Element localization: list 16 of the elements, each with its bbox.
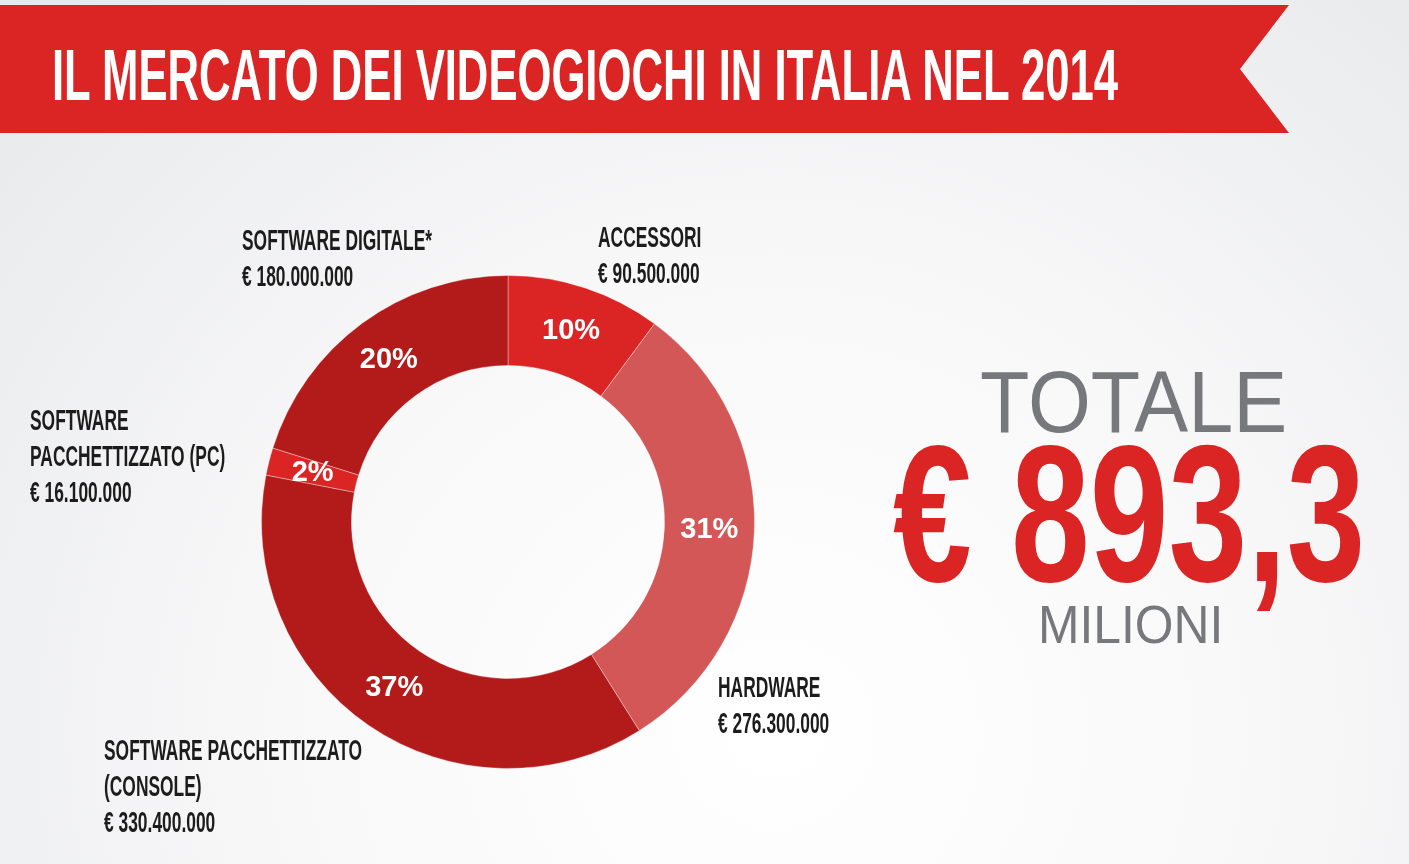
data-label: € 330.400.000 xyxy=(104,805,216,840)
text: 10% xyxy=(542,312,601,345)
data-label: € 180.000.000 xyxy=(242,259,354,294)
text: 37% xyxy=(365,670,424,703)
slice-label: ACCESSORI xyxy=(598,220,702,255)
data-label: € 16.100.000 xyxy=(30,475,132,510)
slice-label: SOFTWARE PACCHETTIZZATO (CONSOLE) xyxy=(104,733,364,804)
text: 31% xyxy=(680,511,739,544)
data-label: € 276.300.000 xyxy=(718,706,830,741)
chart-title: IL MERCATO DEI VIDEOGIOCHI IN ITALIA NEL 2014 xyxy=(52,35,1118,115)
text: 2% xyxy=(291,454,334,487)
text: 20% xyxy=(359,341,418,374)
slice-label: HARDWARE xyxy=(718,670,821,705)
data-label: € 90.500.000 xyxy=(598,256,700,291)
slice-label: SOFTWARE DIGITALE* xyxy=(242,223,433,258)
slice-label: SOFTWARE PACCHETTIZZATO (PC) xyxy=(30,403,227,474)
